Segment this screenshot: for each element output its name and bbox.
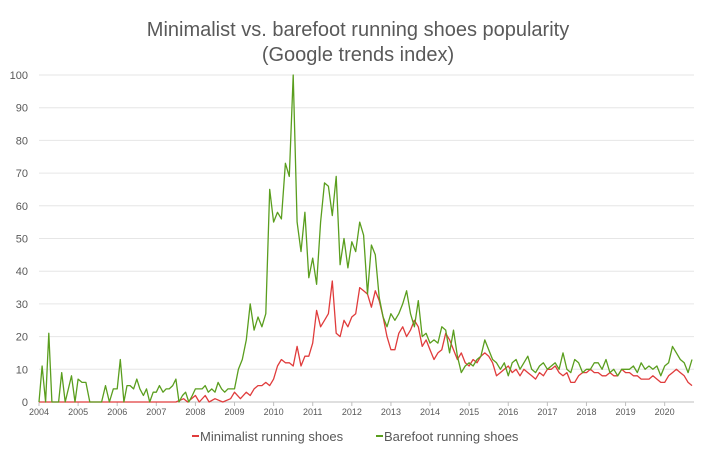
gridlines — [39, 74, 694, 370]
x-tick-label: 2017 — [537, 407, 557, 417]
y-tick-label: 80 — [16, 135, 28, 147]
series-line-barefoot — [38, 74, 693, 403]
legend: Minimalist running shoes Barefoot runnin… — [192, 429, 519, 444]
y-tick-label: 50 — [16, 234, 28, 246]
x-tick-label: 2004 — [29, 407, 49, 417]
x-tick-label: 2015 — [459, 407, 479, 417]
x-tick-label: 2008 — [185, 407, 205, 417]
y-tick-label: 40 — [16, 266, 28, 278]
x-tick-label: 2005 — [68, 407, 88, 417]
chart-title-line-2: (Google trends index) — [262, 44, 454, 66]
y-tick-label: 90 — [16, 103, 28, 115]
x-tick-label: 2018 — [576, 407, 596, 417]
x-tick-label: 2012 — [342, 407, 362, 417]
x-tick-label: 2016 — [498, 407, 518, 417]
x-tick-label: 2010 — [264, 407, 284, 417]
legend-label-minimalist: Minimalist running shoes — [200, 429, 344, 444]
x-tick-label: 2019 — [616, 407, 636, 417]
x-tick-label: 2014 — [420, 407, 440, 417]
x-tick-label: 2006 — [107, 407, 127, 417]
y-tick-label: 0 — [22, 397, 28, 409]
y-axis-ticks: 0 10 20 30 40 50 60 70 80 90 100 — [10, 70, 28, 409]
y-tick-label: 60 — [16, 201, 28, 213]
y-tick-label: 100 — [10, 70, 28, 82]
x-tick-label: 2009 — [225, 407, 245, 417]
y-tick-label: 20 — [16, 332, 28, 344]
y-tick-label: 30 — [16, 299, 28, 311]
chart-title-line-1: Minimalist vs. barefoot running shoes po… — [147, 19, 569, 41]
x-tick-label: 2007 — [146, 407, 166, 417]
x-tick-label: 2020 — [655, 407, 675, 417]
series-line-minimalist — [39, 280, 693, 403]
x-axis: 2004 2005 2006 2007 2008 2009 2010 2011 2012 2013… — [29, 401, 694, 417]
series-lines — [38, 74, 693, 403]
y-tick-label: 70 — [16, 168, 28, 180]
legend-label-barefoot: Barefoot running shoes — [384, 429, 519, 444]
y-tick-label: 10 — [16, 364, 28, 376]
x-tick-label: 2013 — [381, 407, 401, 417]
x-tick-label: 2011 — [303, 407, 322, 417]
